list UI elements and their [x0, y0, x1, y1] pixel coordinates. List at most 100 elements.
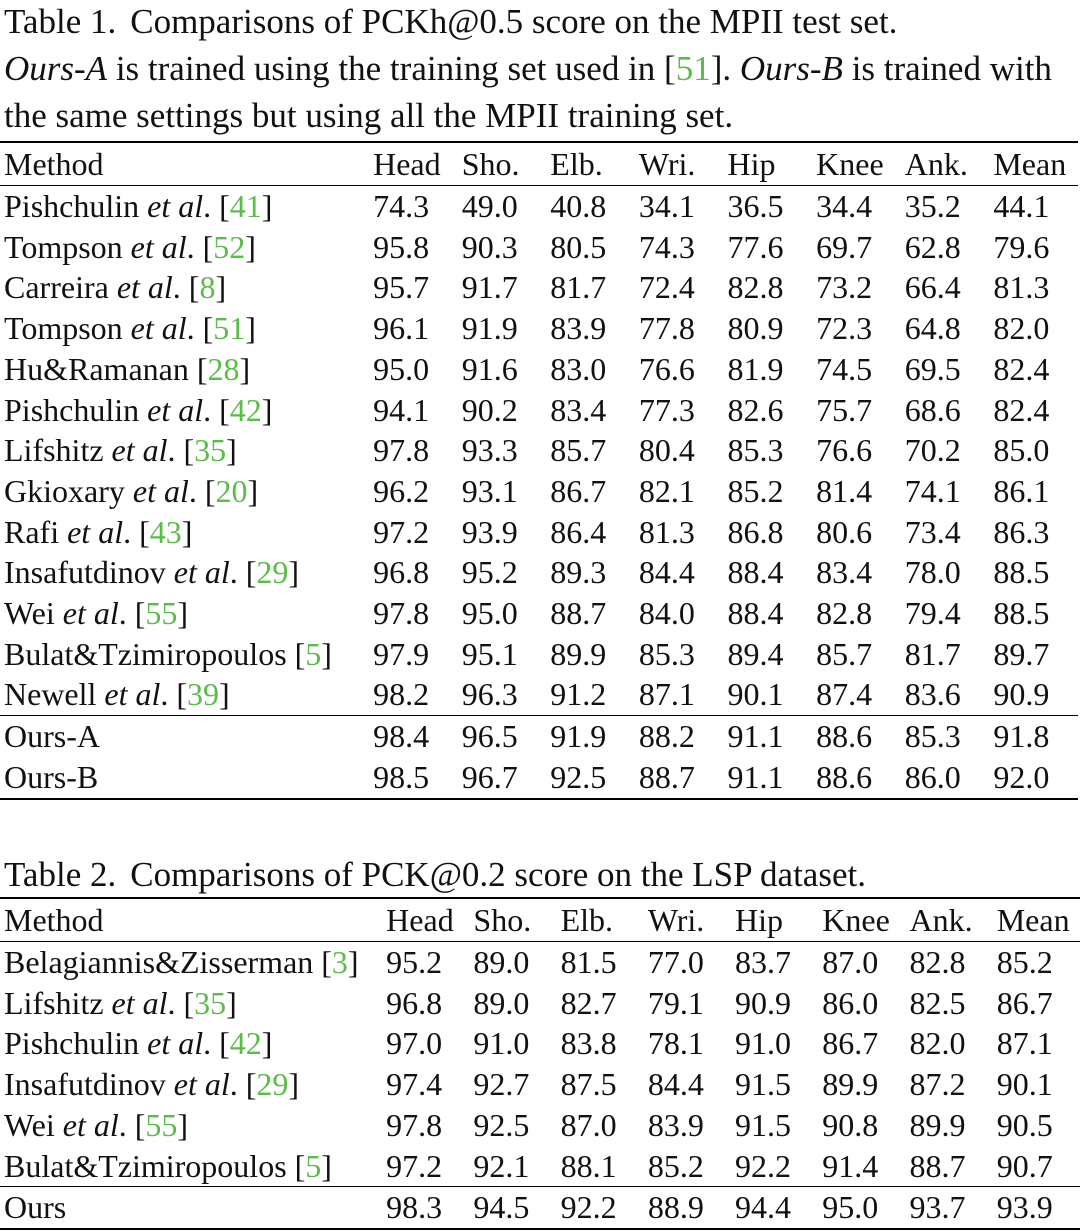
- table-row: Insafutdinov et al. [29] 96.8 95.2 89.3 84.4…: [0, 552, 1078, 593]
- score-cell: 91.1: [727, 758, 784, 795]
- score-cell: 98.2: [373, 676, 430, 713]
- table1-header-row: Method Head Sho. Elb. Wri. Hip Knee Ank. Mean: [0, 142, 1078, 186]
- method-cell: Gkioxary et al. [20]: [4, 472, 259, 509]
- score-cell: 85.3: [904, 718, 961, 755]
- score-cell: 89.9: [909, 1106, 966, 1143]
- table1-mpii-results: Method Head Sho. Elb. Wri. Hip Knee Ank. Mean Pi…: [0, 141, 1078, 800]
- ours-row: Ours-A 98.4 96.5 91.9 88.2 91.1 88.6 85.3 91.8: [0, 715, 1078, 757]
- method-name: Pishchulin: [4, 391, 140, 428]
- citation-link[interactable]: 51: [213, 310, 246, 347]
- score-cell: 92.5: [473, 1106, 530, 1143]
- score-cell: 98.3: [386, 1189, 443, 1226]
- score-cell: 80.6: [816, 513, 873, 550]
- score-cell: 83.4: [816, 554, 873, 591]
- score-cell: 95.0: [822, 1189, 879, 1226]
- score-cell: 85.3: [638, 635, 695, 672]
- score-cell: 82.0: [909, 1025, 966, 1062]
- column-header-method: Method: [4, 146, 104, 182]
- table-row: Belagiannis&Zisserman [3] 95.2 89.0 81.5 77.…: [0, 942, 1080, 983]
- method-cell: Wei et al. [55]: [4, 595, 189, 632]
- citation-link[interactable]: 5: [305, 1147, 322, 1184]
- citation-link[interactable]: 55: [145, 1106, 178, 1143]
- score-cell: 88.7: [638, 758, 695, 795]
- citation-link[interactable]: 39: [187, 676, 220, 713]
- score-cell: 91.8: [993, 718, 1050, 755]
- et-al-text: et al: [111, 432, 168, 469]
- score-cell: 79.1: [647, 984, 704, 1021]
- table2-lsp-results: Method Head Sho. Elb. Wri. Hip Knee Ank. Mean Be…: [0, 897, 1080, 1230]
- et-al-text: et al: [147, 391, 204, 428]
- citation-link[interactable]: 5: [305, 635, 322, 672]
- score-cell: 87.0: [822, 944, 879, 980]
- column-header-ank: Ank.: [909, 902, 973, 938]
- score-cell: 94.1: [373, 391, 430, 428]
- score-cell: 34.1: [638, 188, 695, 224]
- citation-link[interactable]: 51: [675, 49, 711, 88]
- citation-link[interactable]: 3: [331, 944, 348, 980]
- citation-link[interactable]: 43: [149, 513, 182, 550]
- table-row: Lifshitz et al. [35] 97.8 93.3 85.7 80.4 85.3…: [0, 430, 1078, 471]
- score-cell: 82.4: [993, 391, 1050, 428]
- score-cell: 77.0: [647, 944, 704, 980]
- score-cell: 95.0: [373, 350, 430, 387]
- table2-header-row: Method Head Sho. Elb. Wri. Hip Knee Ank. Mean: [0, 898, 1080, 942]
- score-cell: 87.5: [560, 1066, 617, 1103]
- score-cell: 87.1: [638, 676, 695, 713]
- score-cell: 69.5: [904, 350, 961, 387]
- table-row: Tompson et al. [51] 96.1 91.9 83.9 77.8 80.9 7…: [0, 308, 1078, 349]
- score-cell: 93.3: [461, 432, 518, 469]
- score-cell: 89.0: [473, 944, 530, 980]
- score-cell: 91.0: [473, 1025, 530, 1062]
- citation-link[interactable]: 29: [256, 1066, 289, 1103]
- score-cell: 96.8: [373, 554, 430, 591]
- method-cell: Pishchulin et al. [42]: [4, 391, 273, 428]
- score-cell: 86.7: [550, 472, 607, 509]
- column-header-head: Head: [373, 146, 441, 182]
- method-name: Tompson: [4, 310, 123, 347]
- method-cell: Insafutdinov et al. [29]: [4, 554, 300, 591]
- score-cell: 88.1: [560, 1147, 617, 1184]
- score-cell: 97.8: [373, 432, 430, 469]
- column-header-wri: Wri.: [647, 902, 705, 938]
- score-cell: 77.8: [638, 310, 695, 347]
- table-row: Rafi et al. [43] 97.2 93.9 86.4 81.3 86.8 80.6…: [0, 512, 1078, 553]
- method-name: Tompson: [4, 228, 123, 265]
- et-al-text: et al: [116, 269, 173, 306]
- score-cell: 81.3: [638, 513, 695, 550]
- score-cell: 40.8: [550, 188, 607, 224]
- citation-link[interactable]: 52: [213, 228, 246, 265]
- citation-link[interactable]: 35: [194, 984, 227, 1021]
- citation-link[interactable]: 8: [199, 269, 216, 306]
- score-cell: 90.7: [996, 1147, 1053, 1184]
- score-cell: 85.3: [727, 432, 784, 469]
- et-al-text: et al: [104, 676, 161, 713]
- score-cell: 93.1: [461, 472, 518, 509]
- column-header-mean: Mean: [993, 146, 1067, 182]
- citation-link[interactable]: 35: [194, 432, 227, 469]
- score-cell: 91.5: [735, 1066, 792, 1103]
- table1-caption-text: Comparisons of PCKh@0.5 score on the MPI…: [130, 2, 898, 41]
- score-cell: 34.4: [816, 188, 873, 224]
- citation-link[interactable]: 55: [145, 595, 178, 632]
- score-cell: 86.4: [550, 513, 607, 550]
- citation-link[interactable]: 42: [229, 391, 262, 428]
- score-cell: 86.0: [904, 758, 961, 795]
- score-cell: 91.2: [550, 676, 607, 713]
- score-cell: 80.5: [550, 228, 607, 265]
- score-cell: 91.0: [735, 1025, 792, 1062]
- citation-link[interactable]: 29: [256, 554, 289, 591]
- score-cell: 92.5: [550, 758, 607, 795]
- score-cell: 91.4: [822, 1147, 879, 1184]
- citation-link[interactable]: 41: [229, 188, 262, 224]
- score-cell: 91.9: [550, 718, 607, 755]
- et-al-text: et al: [62, 1106, 119, 1143]
- citation-link[interactable]: 42: [229, 1025, 262, 1062]
- score-cell: 78.1: [647, 1025, 704, 1062]
- score-cell: 85.2: [647, 1147, 704, 1184]
- score-cell: 95.0: [461, 595, 518, 632]
- citation-link[interactable]: 20: [215, 472, 248, 509]
- score-cell: 83.4: [550, 391, 607, 428]
- score-cell: 97.8: [386, 1106, 443, 1143]
- method-cell: Hu&Ramanan [28]: [4, 350, 251, 387]
- citation-link[interactable]: 28: [207, 350, 240, 387]
